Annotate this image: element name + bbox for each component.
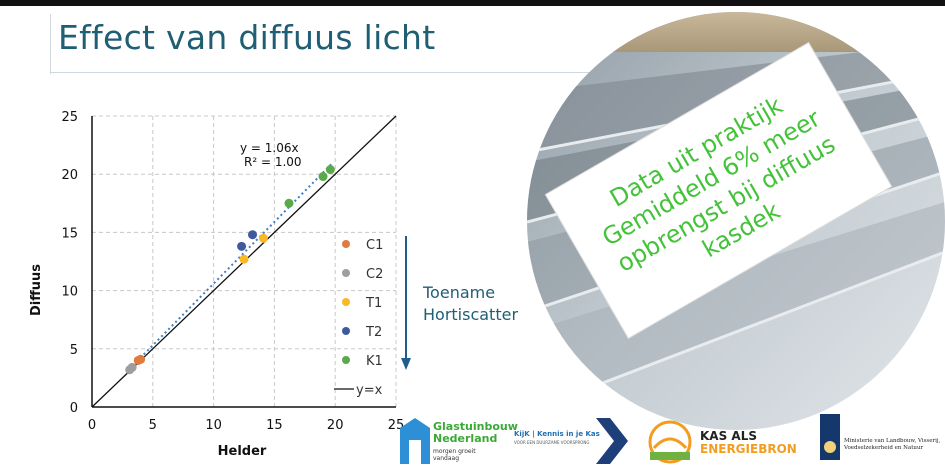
legend-marker-t1 — [342, 298, 350, 306]
ministerie-logo: Ministerie van Landbouw, Visserij, Voeds… — [820, 414, 945, 470]
y-tick-label: 5 — [70, 343, 78, 358]
legend-marker-t2 — [342, 327, 350, 335]
r-squared-text: R² = 1.00 — [244, 155, 302, 169]
x-axis-label: Helder — [218, 444, 267, 459]
x-tick-label: 20 — [327, 418, 344, 433]
sun-greenhouse-icon — [648, 420, 692, 464]
x-tick-label: 10 — [205, 418, 222, 433]
chart-axes — [91, 116, 396, 408]
glastuinbouw-line-1: Glastuinbouw — [433, 420, 518, 433]
y-tick-label: 20 — [61, 168, 78, 183]
glastuinbouw-line-2: Nederland — [433, 432, 498, 445]
ministerie-line-2: Voedselzekerheid en Natuur — [844, 445, 924, 451]
page-title: Effect van diffuus licht — [58, 18, 436, 57]
chart-legend: C1 C2 T1 T2 K1 y=x — [334, 238, 383, 398]
glastuinbouw-tagline: morgen groeit vandaag — [433, 448, 476, 462]
annotation-line-1: Toename — [423, 283, 496, 302]
kijk-title: KijK | Kennis in je Kas — [514, 430, 600, 438]
equation-text: y = 1.06x — [240, 141, 299, 155]
data-point-k1 — [284, 198, 294, 208]
chart-grid — [92, 115, 397, 407]
legend-label-k1: K1 — [366, 354, 383, 369]
legend-marker-c2 — [342, 269, 350, 277]
annotation-line-2: Hortiscatter — [423, 305, 519, 324]
title-underline — [50, 72, 620, 73]
legend-label-t2: T2 — [365, 325, 382, 340]
data-point-t2 — [237, 241, 247, 251]
ministerie-line-1: Ministerie van Landbouw, Visserij, — [844, 438, 941, 444]
y-tick-label: 25 — [61, 110, 78, 125]
kijk-tagline: VOOR EEN DUURZAME VOORSPRONG — [514, 440, 590, 445]
annotation-text: Toename Hortiscatter — [423, 282, 518, 326]
data-point-k1 — [325, 165, 335, 175]
increase-arrow-icon — [401, 236, 411, 370]
x-tick-label: 15 — [266, 418, 283, 433]
data-point-k1 — [318, 172, 328, 182]
data-point-t1 — [258, 233, 268, 243]
top-bar — [0, 0, 945, 6]
legend-label-reference: y=x — [356, 383, 383, 398]
data-point-t1 — [239, 254, 249, 264]
kas-line-1: KAS ALS — [700, 429, 757, 443]
title-left-rule — [50, 14, 51, 74]
legend-label-c1: C1 — [366, 238, 383, 253]
greenhouse-logo-icon — [400, 418, 430, 464]
y-tick-label: 0 — [70, 401, 78, 416]
legend-label-c2: C2 — [366, 267, 383, 282]
y-axis-label: Diffuus — [29, 264, 44, 316]
x-tick-label: 0 — [88, 418, 96, 433]
legend-label-t1: T1 — [365, 296, 382, 311]
trendline — [128, 161, 334, 370]
legend-marker-c1 — [342, 240, 350, 248]
y-tick-label: 10 — [61, 285, 78, 300]
x-tick-label: 5 — [149, 418, 157, 433]
kas-line-2: ENERGIEBRON — [700, 442, 797, 456]
data-point-c2 — [127, 362, 137, 372]
legend-marker-k1 — [342, 356, 350, 364]
y-tick-label: 15 — [61, 226, 78, 241]
glastuinbouw-logo: Glastuinbouw Nederland morgen groeit van… — [400, 416, 518, 468]
chart-points — [125, 165, 335, 375]
data-point-c1 — [136, 354, 146, 364]
kijk-logo: KijK | Kennis in je Kas VOOR EEN DUURZAM… — [514, 418, 630, 468]
coat-of-arms-icon — [824, 441, 836, 453]
kijk-chevron-icon — [596, 418, 628, 464]
kas-als-energiebron-logo: KAS ALS ENERGIEBRON — [646, 416, 797, 470]
data-point-t2 — [248, 230, 258, 240]
